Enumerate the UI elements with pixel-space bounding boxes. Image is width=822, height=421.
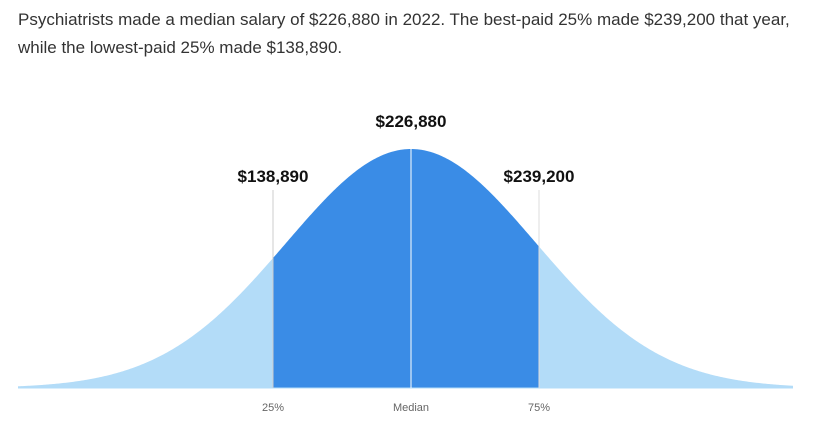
curve-middle — [273, 149, 539, 388]
percentile-label: 75% — [528, 402, 550, 414]
value-label: $239,200 — [504, 167, 575, 186]
percentile-label: Median — [393, 402, 429, 414]
intro-text: Psychiatrists made a median salary of $2… — [18, 10, 790, 57]
curve-tail-right — [539, 246, 793, 388]
percentile-label: 25% — [262, 402, 284, 414]
curve-tail-left — [18, 258, 273, 388]
value-label: $226,880 — [376, 112, 447, 131]
value-label: $138,890 — [238, 167, 309, 186]
